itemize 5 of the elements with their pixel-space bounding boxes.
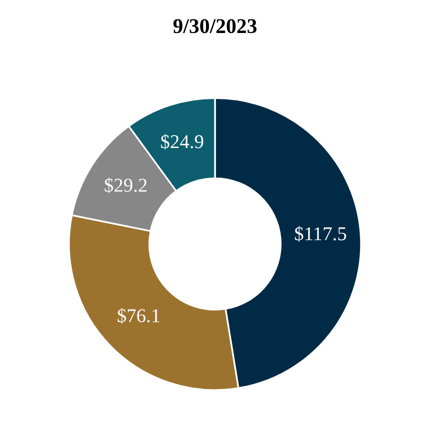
data-label: $117.5 [294, 226, 346, 242]
chart-title: 9/30/2023 [173, 19, 257, 34]
data-label: $29.2 [104, 178, 147, 194]
data-label: $24.9 [161, 134, 204, 150]
data-label: $76.1 [118, 308, 160, 324]
